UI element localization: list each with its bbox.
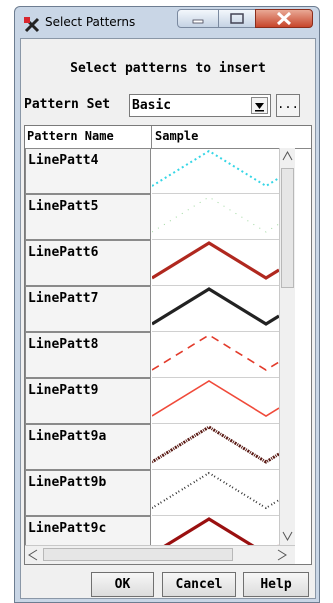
table-row[interactable]: LinePatt6 [25, 240, 279, 286]
line-pattern-sample [151, 196, 279, 233]
minimize-button[interactable] [177, 9, 219, 28]
dialog-heading: Select patterns to insert [70, 61, 266, 76]
line-pattern-sample [151, 380, 279, 417]
minimize-icon [192, 19, 204, 24]
pattern-sample-cell[interactable] [151, 470, 279, 516]
pattern-sample-cell[interactable] [151, 378, 279, 424]
pattern-name-cell[interactable]: LinePatt5 [25, 194, 151, 240]
pattern-name-cell[interactable]: LinePatt4 [25, 148, 151, 194]
pattern-sample-cell[interactable] [151, 332, 279, 378]
cancel-button[interactable]: Cancel [162, 572, 236, 597]
pattern-name: LinePatt8 [28, 337, 99, 352]
scroll-right-icon[interactable] [277, 549, 287, 561]
vertical-scrollbar[interactable] [279, 148, 295, 545]
line-pattern-sample [151, 287, 279, 326]
pattern-name-cell[interactable]: LinePatt9c [25, 516, 151, 545]
pattern-set-label: Pattern Set [24, 97, 111, 112]
pattern-name-cell[interactable]: LinePatt9b [25, 470, 151, 516]
table-row[interactable]: LinePatt9 [25, 378, 279, 424]
pattern-table: Pattern Name Sample LinePatt4 LinePatt5 Li… [24, 125, 312, 565]
horizontal-scroll-thumb[interactable] [43, 548, 233, 561]
pattern-name-cell[interactable]: LinePatt9a [25, 424, 151, 470]
pattern-sample-cell[interactable] [151, 424, 279, 470]
pattern-name: LinePatt7 [28, 291, 99, 306]
scroll-down-icon[interactable] [282, 531, 293, 541]
pattern-name: LinePatt6 [28, 245, 99, 260]
line-pattern-sample [151, 241, 279, 280]
ok-button[interactable]: OK [91, 572, 154, 597]
pattern-name-cell[interactable]: LinePatt8 [25, 332, 151, 378]
table-row[interactable]: LinePatt9b [25, 470, 279, 516]
help-button[interactable]: Help [243, 572, 309, 597]
pattern-name-cell[interactable]: LinePatt6 [25, 240, 151, 286]
pattern-name: LinePatt4 [28, 153, 99, 168]
maximize-icon [230, 13, 244, 24]
table-row[interactable]: LinePatt8 [25, 332, 279, 378]
pattern-sample-cell[interactable] [151, 194, 279, 240]
pattern-sample-cell[interactable] [151, 240, 279, 286]
line-pattern-sample [151, 471, 279, 510]
table-row[interactable]: LinePatt4 [25, 148, 279, 194]
table-rows: LinePatt4 LinePatt5 LinePatt6 LinePatt7 Line… [25, 148, 279, 545]
scroll-left-icon[interactable] [28, 549, 38, 561]
pattern-name-cell[interactable]: LinePatt9 [25, 378, 151, 424]
pattern-sample-cell[interactable] [151, 286, 279, 332]
line-pattern-sample [151, 334, 279, 371]
table-row[interactable]: LinePatt9a [25, 424, 279, 470]
title-bar[interactable]: Select Patterns [15, 7, 319, 39]
pattern-name: LinePatt9c [28, 521, 107, 536]
close-icon [276, 11, 292, 26]
pattern-name: LinePatt9b [28, 475, 107, 490]
column-header-name[interactable]: Pattern Name [27, 129, 114, 143]
pattern-sample-cell[interactable] [151, 148, 279, 194]
line-pattern-sample [151, 149, 279, 188]
table-row[interactable]: LinePatt5 [25, 194, 279, 240]
dropdown-arrow[interactable] [251, 97, 268, 114]
close-button[interactable] [255, 9, 313, 28]
table-row[interactable]: LinePatt7 [25, 286, 279, 332]
pattern-name: LinePatt9 [28, 383, 99, 398]
pattern-set-select[interactable]: Basic [129, 94, 271, 117]
scroll-up-icon[interactable] [282, 151, 293, 161]
chevron-down-icon [255, 103, 264, 112]
maximize-button[interactable] [218, 9, 256, 28]
column-header-sample[interactable]: Sample [155, 129, 199, 143]
line-pattern-sample [163, 517, 279, 545]
select-patterns-window: Select Patterns Select patterns to inser… [14, 6, 320, 603]
window-title: Select Patterns [45, 15, 136, 29]
pattern-sample-cell[interactable] [152, 516, 279, 545]
table-header: Pattern Name Sample [25, 126, 311, 149]
horizontal-scrollbar[interactable] [25, 545, 295, 564]
pattern-name-cell[interactable]: LinePatt7 [25, 286, 151, 332]
pattern-set-value: Basic [132, 98, 172, 113]
pattern-name: LinePatt9a [28, 429, 107, 444]
pattern-set-browse-button[interactable]: ... [276, 94, 300, 117]
dialog-body: Select patterns to insert Pattern Set Ba… [20, 38, 316, 599]
caption-buttons [177, 9, 315, 29]
vertical-scroll-thumb[interactable] [281, 168, 294, 288]
line-pattern-sample [151, 425, 279, 464]
table-row[interactable]: LinePatt9c [25, 516, 279, 545]
pattern-name: LinePatt5 [28, 199, 99, 214]
app-icon [24, 17, 40, 33]
